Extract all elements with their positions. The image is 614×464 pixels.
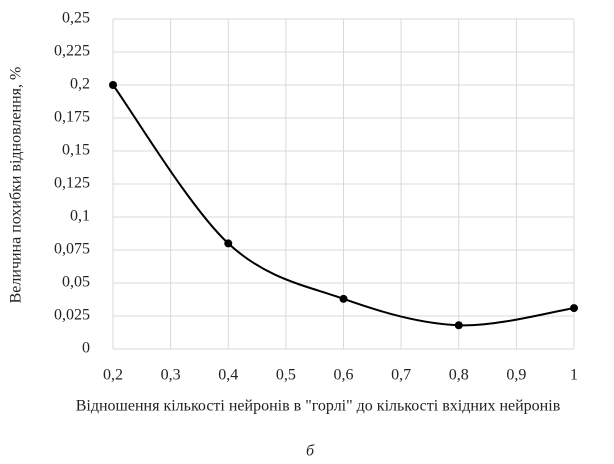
y-tick-label: 0,2 (70, 76, 90, 93)
x-tick-label: 0,7 (391, 367, 411, 384)
y-tick-label: 0,1 (70, 208, 90, 225)
y-tick-label: 0,05 (62, 274, 90, 291)
y-tick-label: 0,225 (54, 43, 90, 60)
marker (339, 294, 348, 303)
y-tick-label: 0 (82, 340, 90, 357)
x-tick-label: 0,4 (218, 367, 238, 384)
y-tick-label: 0,25 (62, 10, 90, 27)
y-tick-label: 0,025 (54, 307, 90, 324)
caption: б (306, 443, 315, 460)
y-tick-label: 0,175 (54, 109, 90, 126)
x-tick-label: 0,3 (161, 367, 181, 384)
y-tick-label: 0,15 (62, 142, 90, 159)
x-tick-label: 0,5 (276, 367, 296, 384)
line (112, 84, 575, 327)
x-tick-label: 0,2 (103, 367, 123, 384)
y-tick-label: 0,125 (54, 175, 90, 192)
marker (570, 304, 578, 313)
x-tick-label: 0,6 (334, 367, 354, 384)
x-tick-label: 0,8 (449, 367, 469, 384)
x-tick-label: 1 (570, 367, 578, 384)
y-axis-label: Величина похибки відновлення, % (8, 67, 25, 304)
x-tick-label: 0,9 (506, 367, 526, 384)
marker (224, 239, 233, 248)
marker (454, 321, 463, 330)
marker (109, 81, 117, 89)
x-axis-label: Відношення кількості нейронів в "горлі" … (76, 398, 561, 415)
y-tick-label: 0,075 (54, 241, 90, 258)
